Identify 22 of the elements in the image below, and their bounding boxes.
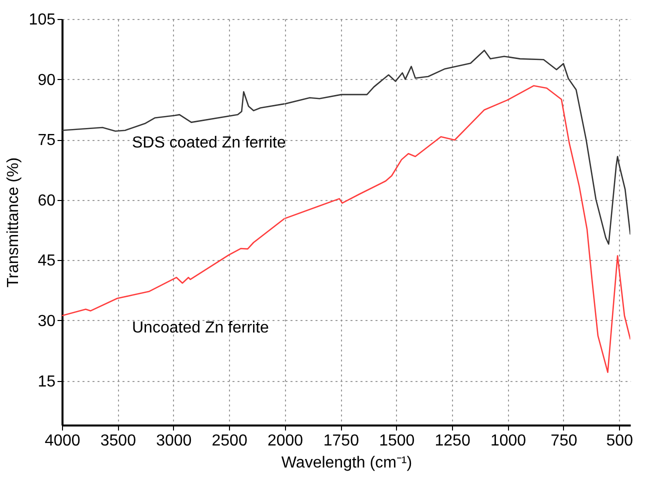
y-tick-label: 30 bbox=[38, 312, 56, 330]
y-tick-label: 45 bbox=[38, 252, 56, 270]
x-tick-label: 1750 bbox=[323, 432, 360, 450]
x-tick-label: 2000 bbox=[267, 432, 304, 450]
x-axis-title: Wavelength (cm⁻¹) bbox=[281, 454, 412, 472]
x-tick-label: 500 bbox=[606, 432, 634, 450]
x-tick-label: 3500 bbox=[100, 432, 136, 450]
x-tick-label: 2500 bbox=[212, 432, 248, 450]
y-tick-label: 90 bbox=[38, 72, 56, 89]
x-tick-label: 4000 bbox=[44, 432, 80, 450]
y-axis-title: Transmittance (%) bbox=[4, 157, 22, 288]
series-label: SDS coated Zn ferrite bbox=[132, 134, 286, 152]
x-tick-label: 3000 bbox=[156, 432, 192, 450]
x-tick-label: 1250 bbox=[434, 432, 470, 450]
y-tick-label: 15 bbox=[38, 373, 56, 390]
y-tick-label: 60 bbox=[38, 192, 56, 210]
x-tick-label: 750 bbox=[550, 432, 578, 450]
y-tick-label: 105 bbox=[28, 12, 56, 28]
x-tick-label: 1500 bbox=[379, 432, 415, 450]
y-tick-label: 75 bbox=[38, 132, 56, 150]
series-label: Uncoated Zn ferrite bbox=[132, 320, 270, 337]
x-tick-label: 1000 bbox=[490, 432, 526, 450]
